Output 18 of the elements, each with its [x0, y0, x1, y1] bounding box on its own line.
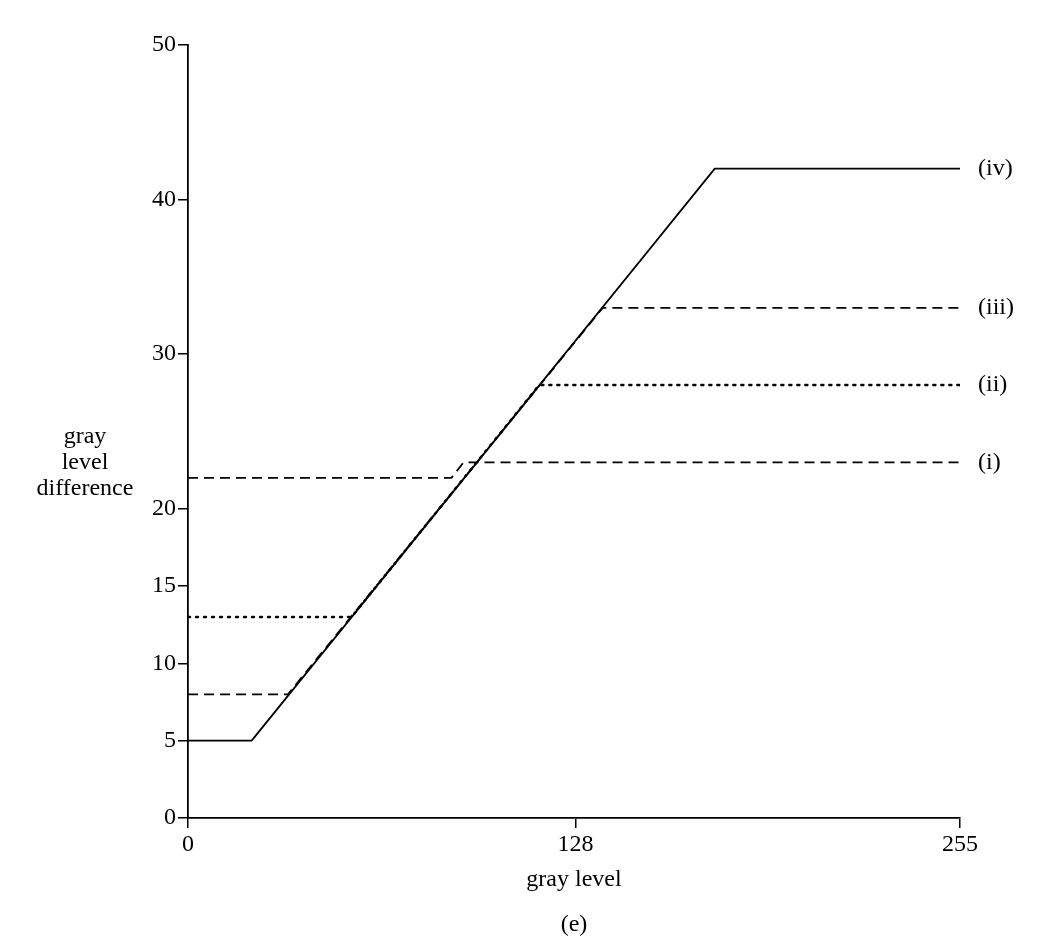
- y-tick-label: 15: [152, 571, 176, 598]
- x-tick-label: 0: [182, 829, 194, 856]
- series-label: (ii): [978, 370, 1008, 397]
- series-label: (iii): [978, 293, 1014, 320]
- y-tick-label: 30: [152, 339, 176, 366]
- series-label: (i): [978, 447, 1001, 474]
- y-tick-label: 50: [152, 30, 176, 57]
- x-tick-label: 128: [557, 829, 594, 856]
- x-axis-title: gray level: [526, 864, 622, 891]
- y-tick-label: 20: [152, 494, 176, 521]
- y-axis-title: gray level difference: [36, 421, 134, 500]
- series-label: (iv): [978, 153, 1013, 180]
- text: (e): [560, 910, 588, 937]
- y-tick-label: 5: [164, 726, 176, 752]
- y-tick-label: 0: [164, 803, 176, 830]
- x-tick-label: 255: [942, 829, 978, 856]
- y-tick-label: 10: [152, 648, 176, 675]
- y-tick-label: 40: [152, 184, 176, 211]
